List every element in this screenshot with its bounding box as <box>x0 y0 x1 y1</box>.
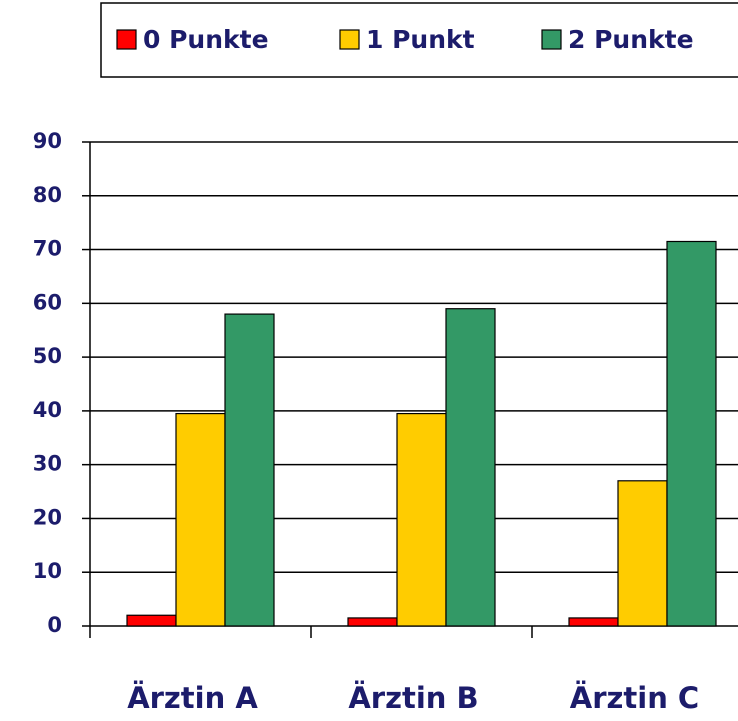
bar <box>568 617 619 627</box>
y-tick-label: 20 <box>33 505 62 529</box>
legend-swatch <box>541 29 562 50</box>
bar <box>617 480 668 627</box>
y-tick-label: 10 <box>33 559 62 583</box>
legend-swatch <box>116 29 137 50</box>
legend-box <box>100 2 738 78</box>
legend-swatch <box>339 29 360 50</box>
legend-label: 1 Punkt <box>366 25 475 54</box>
bar <box>347 617 398 627</box>
y-tick-label: 50 <box>33 344 62 368</box>
bar <box>396 412 447 627</box>
y-tick-label: 90 <box>33 129 62 153</box>
bar <box>666 240 717 627</box>
y-tick-label: 60 <box>33 290 62 314</box>
bar <box>224 313 275 627</box>
bar <box>126 614 177 627</box>
x-tick-label: Ärztin A <box>127 681 258 715</box>
x-tick-label: Ärztin B <box>348 681 478 715</box>
y-tick-label: 30 <box>33 452 62 476</box>
x-tick-label: Ärztin C <box>570 681 699 715</box>
y-tick-label: 0 <box>47 613 62 637</box>
legend-label: 2 Punkte <box>568 25 694 54</box>
bar <box>445 308 496 627</box>
legend-label: 0 Punkte <box>143 25 269 54</box>
y-tick-label: 80 <box>33 183 62 207</box>
y-tick-label: 70 <box>33 237 62 261</box>
bar <box>175 412 226 627</box>
y-tick-label: 40 <box>33 398 62 422</box>
